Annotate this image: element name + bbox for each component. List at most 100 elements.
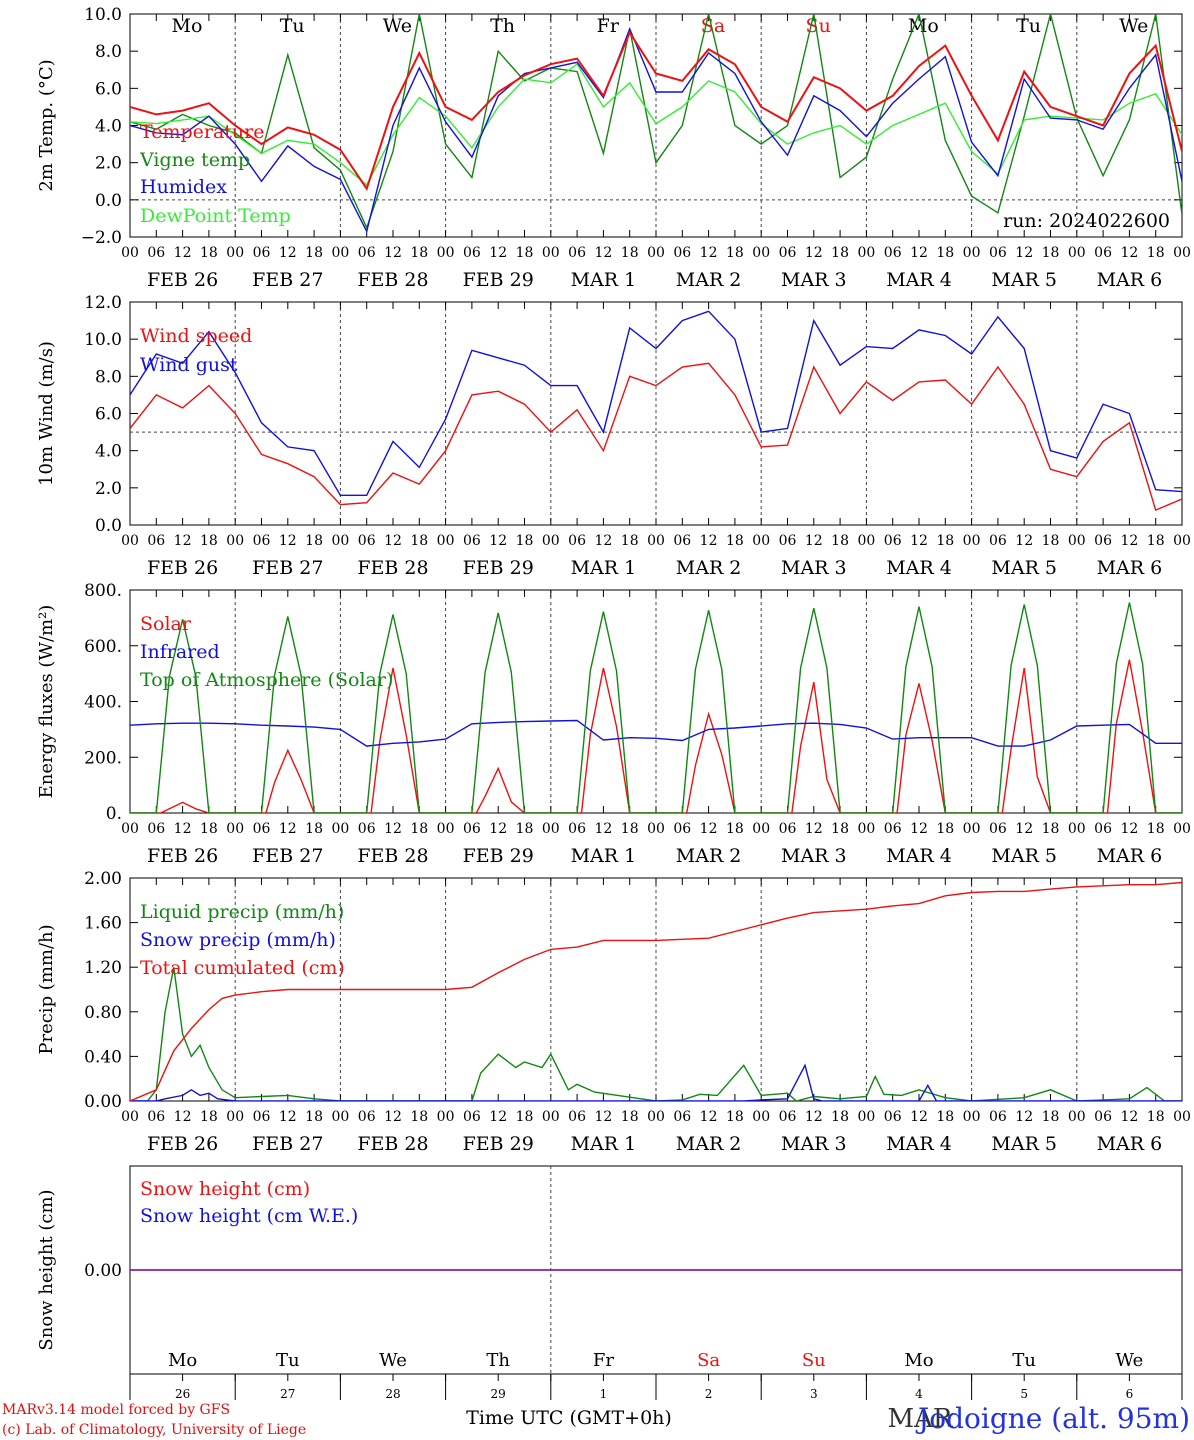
x-tick-label: 06	[989, 245, 1007, 261]
weekday-label: We	[1116, 1350, 1144, 1371]
date-label: MAR 3	[781, 1133, 847, 1155]
series-line-solar	[130, 659, 1182, 813]
y-tick-label: 0.0	[95, 191, 122, 211]
x-tick-label: 12	[174, 821, 192, 837]
x-tick-label: 12	[1015, 821, 1033, 837]
date-label: FEB 26	[147, 1133, 218, 1155]
x-tick-label: 06	[673, 533, 691, 549]
series-line-vigne-temp	[130, 14, 1182, 230]
panel-precip: 2.00 1.60 1.20 0.80 0.40 0.00 Precip (mm/h) 00 0…	[36, 869, 1191, 1155]
x-tick-label: 06	[673, 821, 691, 837]
x-tick-label: 12	[384, 821, 402, 837]
date-label: FEB 27	[252, 1133, 323, 1155]
x-tick-label: 06	[884, 245, 902, 261]
x-tick-label: 00	[1068, 533, 1086, 549]
x-tick-label: 12	[594, 245, 612, 261]
x-tick-label: 12	[489, 1109, 507, 1125]
x-tick-label: 12	[700, 821, 718, 837]
y-axis-title: Snow height (cm)	[36, 1189, 57, 1350]
x-tick-label: 00	[121, 821, 139, 837]
x-tick-label: 06	[1094, 1109, 1112, 1125]
x-tick-label: 18	[1042, 821, 1060, 837]
y-tick-label: 0.00	[84, 1092, 122, 1112]
x-tick-label: 18	[936, 533, 954, 549]
x-tick-label: 18	[516, 821, 534, 837]
x-tick-label: 06	[568, 821, 586, 837]
series-line-liquid-precip-mm-h-	[130, 967, 1182, 1101]
x-tick-label: 00	[752, 1109, 770, 1125]
x-tick-label: 18	[200, 533, 218, 549]
x-tick-label: 12	[279, 1109, 297, 1125]
x-tick-label: 06	[779, 245, 797, 261]
y-axis-title: Energy fluxes (W/m²)	[36, 605, 57, 799]
x-tick-label: 00	[437, 533, 455, 549]
month-overlay-label: MAR	[888, 1404, 954, 1434]
x-tick-label: 06	[673, 1109, 691, 1125]
y-tick-label: 8.0	[95, 42, 122, 62]
series-line-wind-speed	[130, 362, 1182, 512]
x-tick-label: 00	[647, 533, 665, 549]
x-tick-label: 00	[647, 1109, 665, 1125]
weekday-label: Mo	[172, 15, 203, 37]
x-tick-label: 06	[568, 245, 586, 261]
x-tick-label: 18	[516, 533, 534, 549]
x-tick-label: 12	[805, 1109, 823, 1125]
x-tick-label: 00	[647, 245, 665, 261]
x-tick-label: 00	[1173, 245, 1191, 261]
y-tick-label: 2.0	[95, 154, 122, 174]
legend-entry: Total cumulated (cm)	[140, 957, 345, 979]
y-tick-label: 6.0	[95, 79, 122, 99]
date-label: MAR 4	[886, 1133, 952, 1155]
plot-frame	[129, 589, 1183, 814]
date-label: MAR 6	[1097, 845, 1163, 867]
x-tick-label: 00	[857, 821, 875, 837]
date-label: FEB 29	[463, 1133, 534, 1155]
y-tick-label: 600.	[84, 637, 122, 657]
panel-wind: 12.0 10.0 8.0 6.0 4.0 2.0 0.0 10m Wind (m/s) 00 0…	[36, 293, 1191, 579]
y-tick-label: 12.0	[84, 293, 122, 313]
x-tick-label: 12	[1120, 821, 1138, 837]
day-number-label: 1	[600, 1387, 608, 1401]
x-tick-label: 12	[1120, 1109, 1138, 1125]
x-tick-label: 18	[200, 245, 218, 261]
x-tick-label: 18	[410, 245, 428, 261]
x-tick-label: 18	[410, 533, 428, 549]
legend-entry: Snow height (cm)	[140, 1178, 310, 1200]
date-label: MAR 5	[991, 1133, 1057, 1155]
x-tick-label: 00	[857, 245, 875, 261]
x-tick-label: 18	[1147, 533, 1165, 549]
date-label: MAR 4	[886, 845, 952, 867]
date-label: MAR 3	[781, 845, 847, 867]
series-line-snow-precip-mm-h-	[130, 1063, 1182, 1101]
weekday-label: Tu	[276, 1350, 300, 1371]
x-tick-label: 12	[700, 245, 718, 261]
x-tick-label: 18	[305, 1109, 323, 1125]
x-tick-label: 00	[331, 245, 349, 261]
date-label: MAR 6	[1097, 1133, 1163, 1155]
series-line-temperature	[130, 30, 1182, 191]
date-label: FEB 28	[357, 1133, 428, 1155]
x-tick-label: 00	[857, 1109, 875, 1125]
x-tick-label: 12	[700, 533, 718, 549]
x-tick-label: 18	[726, 533, 744, 549]
x-tick-label: 06	[673, 245, 691, 261]
y-tick-label: 0.00	[84, 1261, 122, 1281]
x-tick-label: 06	[358, 245, 376, 261]
x-tick-label: 18	[305, 245, 323, 261]
x-tick-label: 12	[279, 245, 297, 261]
x-tick-label: 06	[253, 533, 271, 549]
date-label: MAR 4	[886, 269, 952, 291]
x-tick-label: 00	[1173, 1109, 1191, 1125]
footer-model-credit: MARv3.14 model forced by GFS	[2, 1402, 230, 1418]
x-tick-label: 06	[253, 821, 271, 837]
x-tick-label: 18	[1147, 1109, 1165, 1125]
x-tick-label: 12	[279, 821, 297, 837]
day-number-label: 2	[705, 1387, 713, 1401]
x-tick-label: 18	[1147, 821, 1165, 837]
weekday-label: Tu	[280, 15, 305, 37]
date-label: FEB 27	[252, 845, 323, 867]
plot-frame	[129, 301, 1183, 526]
x-tick-label: 06	[147, 245, 165, 261]
x-tick-label: 00	[1068, 1109, 1086, 1125]
weekday-label: Fr	[593, 1350, 614, 1371]
